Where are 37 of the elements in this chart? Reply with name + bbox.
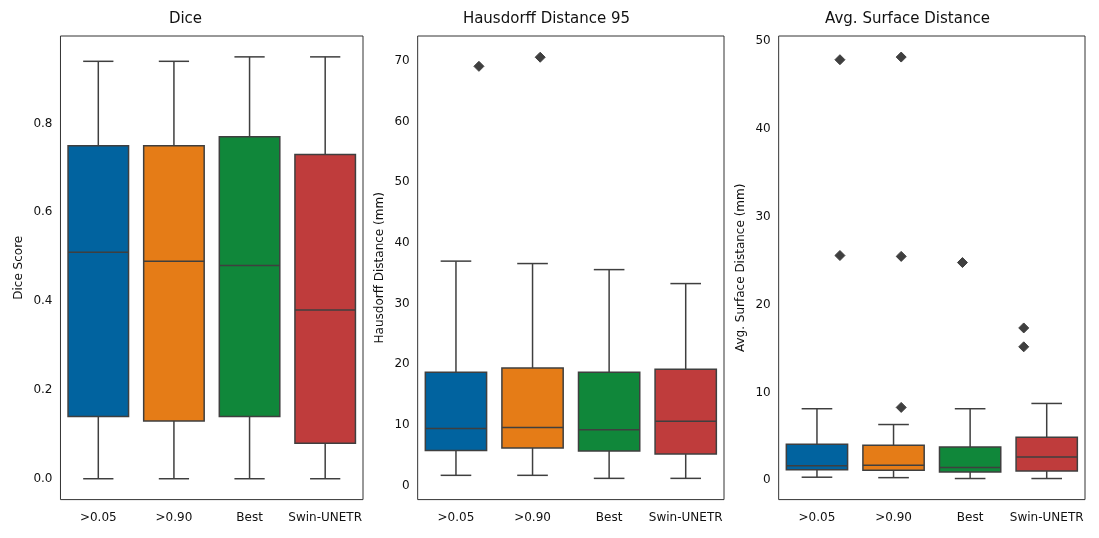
y-axis-title: Dice Score [11,235,26,300]
y-tick-label: 30 [394,295,410,310]
x-tick-label: Best [956,509,984,524]
y-tick-label: 20 [394,356,410,371]
y-tick-label: 0.0 [33,470,53,485]
y-tick-label: 70 [394,53,410,67]
y-tick-label: 10 [755,384,771,399]
y-tick-label: 0.8 [33,115,53,130]
chart-title: Dice [168,8,203,27]
x-tick-label: >0.05 [79,509,117,524]
y-axis-title: Avg. Surface Distance (mm) [733,183,748,353]
y-axis-title: Hausdorff Distance (mm) [372,192,387,344]
chart-title: Hausdorff Distance 95 [462,8,631,27]
x-tick-label: >0.90 [875,509,912,524]
y-tick-label: 60 [394,113,410,128]
y-tick-label: 0 [763,472,771,487]
x-tick-label: Swin-UNETR [648,509,723,524]
y-tick-label: 50 [394,174,410,189]
y-tick-label: 40 [394,235,410,250]
x-tick-label: Swin-UNETR [288,509,363,524]
y-tick-label: 20 [755,296,771,311]
x-tick-label: >0.90 [514,509,551,524]
x-tick-label: >0.90 [155,509,193,524]
x-tick-label: >0.05 [798,509,836,524]
y-tick-label: 40 [755,121,771,136]
x-tick-label: Swin-UNETR [1009,509,1084,524]
y-tick-label: 0.4 [33,293,53,308]
y-tick-label: 0.2 [33,382,53,397]
y-tick-label: 0.6 [33,204,53,219]
x-tick-label: Best [595,509,623,524]
chart-title: Avg. Surface Distance [825,8,990,27]
y-tick-label: 50 [755,33,771,48]
y-tick-label: 30 [755,209,771,223]
x-tick-label: Best [236,509,264,524]
y-tick-label: 10 [394,417,410,432]
y-tick-label: 0 [402,477,410,492]
x-tick-label: >0.05 [437,509,475,524]
